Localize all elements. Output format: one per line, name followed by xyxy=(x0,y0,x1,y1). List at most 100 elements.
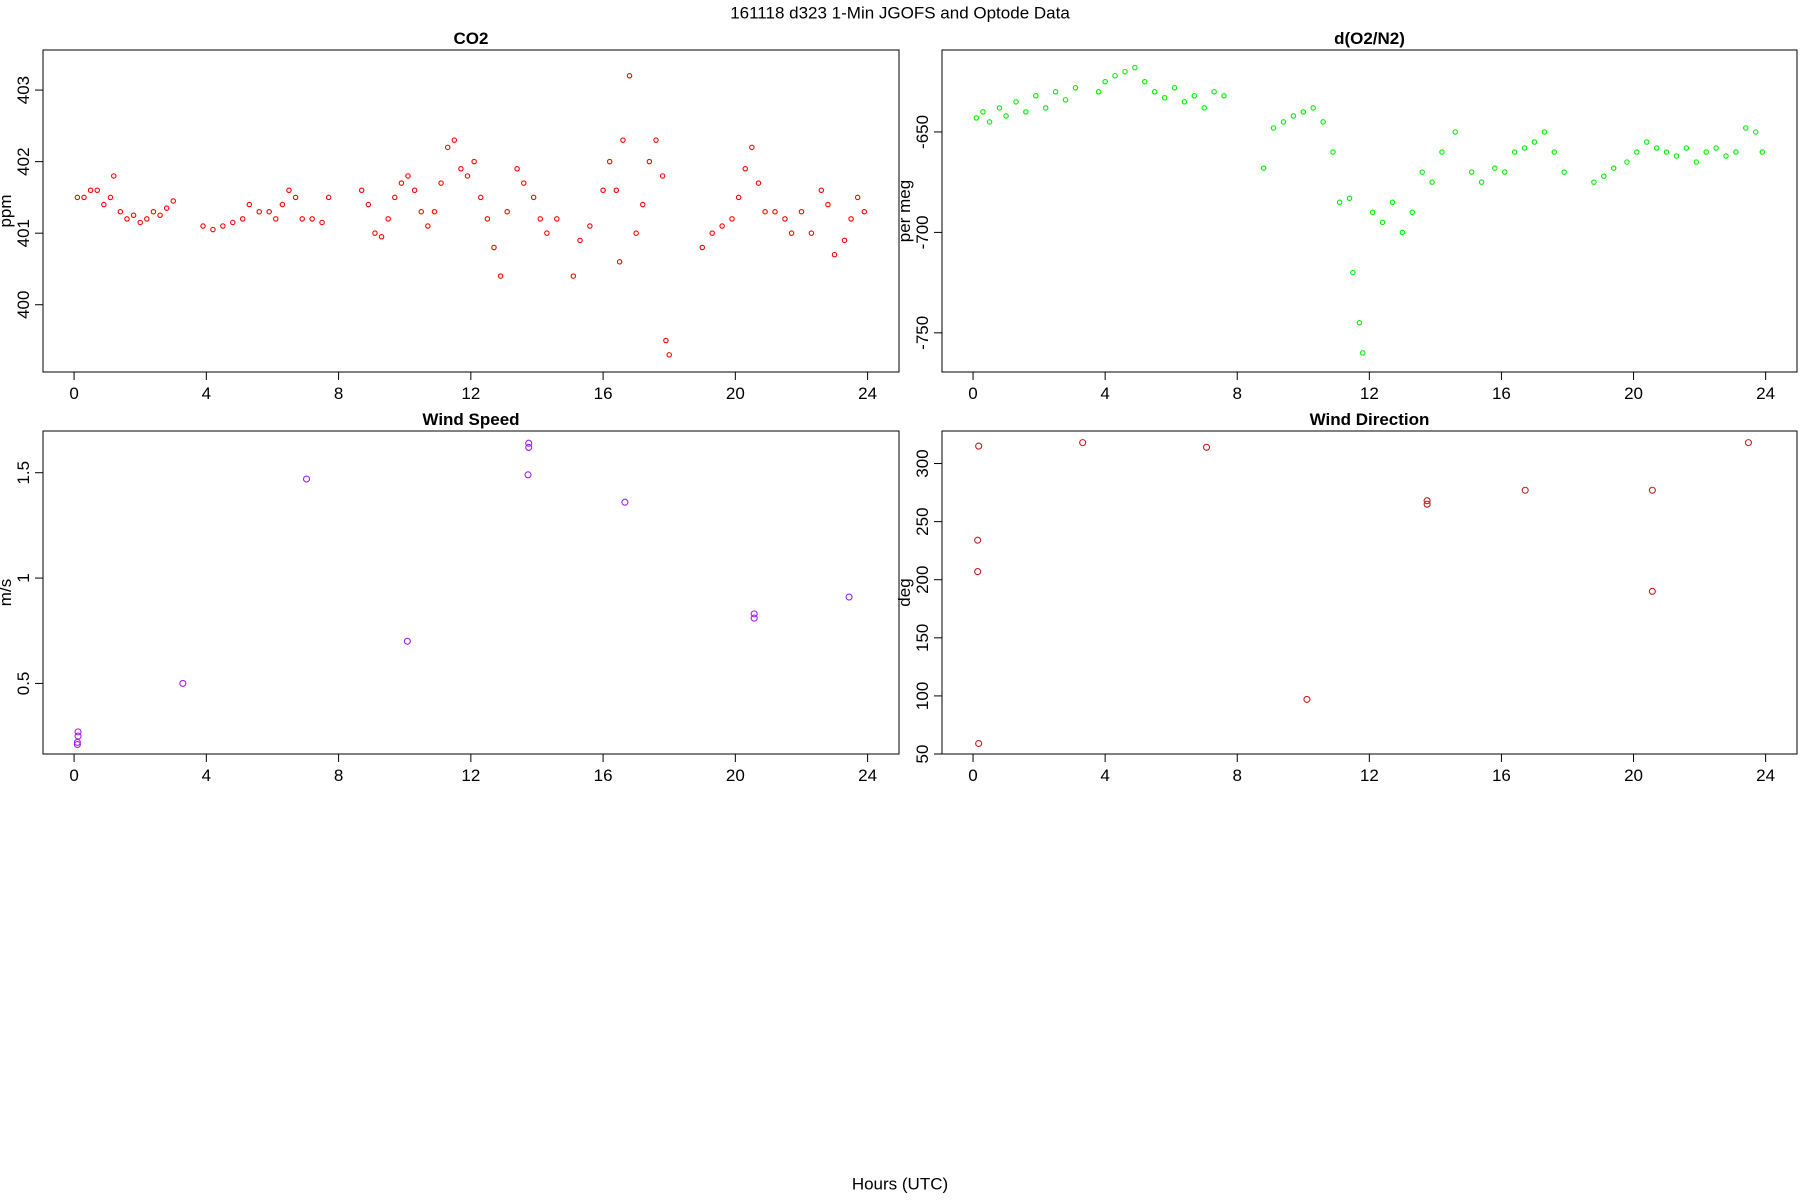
data-point xyxy=(1531,139,1538,145)
data-point xyxy=(1369,209,1376,216)
data-point xyxy=(1211,89,1217,95)
data-point xyxy=(1052,89,1059,95)
data-point xyxy=(124,216,130,222)
data-point xyxy=(302,475,311,483)
data-point xyxy=(1320,119,1326,125)
plot-frame xyxy=(941,49,1798,373)
data-point xyxy=(861,208,868,215)
data-point xyxy=(130,212,137,219)
data-point xyxy=(392,194,398,201)
data-point xyxy=(1693,159,1700,165)
data-point xyxy=(372,230,378,236)
y-tick-label: 300 xyxy=(913,449,932,477)
data-point xyxy=(621,498,629,506)
x-tick-label: 24 xyxy=(1756,384,1775,403)
panel-title: d(O2/N2) xyxy=(1334,29,1405,48)
x-tick-label: 0 xyxy=(69,384,78,403)
data-point xyxy=(1478,179,1485,185)
data-point xyxy=(646,158,653,165)
data-point xyxy=(1744,439,1753,447)
data-point xyxy=(659,173,666,179)
data-point xyxy=(841,237,848,244)
x-tick-label: 20 xyxy=(726,384,745,403)
data-point xyxy=(606,158,613,165)
data-point xyxy=(425,223,431,229)
data-point xyxy=(478,194,484,201)
data-point xyxy=(405,173,411,179)
data-point xyxy=(1521,145,1528,151)
y-axis-label: deg xyxy=(895,578,914,606)
data-point xyxy=(179,679,187,687)
data-point xyxy=(1624,159,1630,165)
data-point xyxy=(1663,149,1670,155)
data-point xyxy=(1423,500,1431,508)
data-point xyxy=(520,180,527,186)
y-axis-label: per meg xyxy=(895,180,914,242)
data-point xyxy=(1468,169,1475,175)
data-point xyxy=(1713,145,1719,151)
x-tick-label: 16 xyxy=(594,384,613,403)
x-tick-label: 16 xyxy=(594,766,613,785)
data-point xyxy=(504,208,510,215)
y-axis-label: m/s xyxy=(0,579,15,606)
x-tick-label: 8 xyxy=(334,766,343,785)
data-point xyxy=(749,144,755,151)
y-tick-label: -650 xyxy=(913,115,932,149)
y-tick-label: 200 xyxy=(913,566,932,594)
y-tick-label: 50 xyxy=(913,745,932,764)
data-point xyxy=(150,208,157,215)
data-point xyxy=(975,442,983,450)
data-point xyxy=(980,109,986,115)
data-point xyxy=(431,208,438,215)
data-point xyxy=(808,230,815,236)
data-point xyxy=(514,166,520,172)
data-point xyxy=(1303,695,1311,703)
data-point xyxy=(640,201,646,208)
x-tick-label: 8 xyxy=(334,384,343,403)
y-tick-label: -750 xyxy=(913,316,932,350)
data-point xyxy=(1752,129,1759,135)
data-point xyxy=(1419,169,1425,175)
data-point xyxy=(973,115,980,121)
data-point xyxy=(626,73,633,79)
data-point xyxy=(81,194,87,201)
x-tick-label: 12 xyxy=(461,384,480,403)
data-point xyxy=(742,166,749,172)
figure-title: 161118 d323 1-Min JGOFS and Optode Data xyxy=(730,3,1070,22)
data-point xyxy=(403,637,411,645)
y-axis-label: ppm xyxy=(0,194,15,227)
data-point xyxy=(782,216,788,222)
data-point xyxy=(1310,105,1316,111)
data-point xyxy=(230,219,236,226)
data-point xyxy=(1501,169,1508,175)
data-point xyxy=(845,593,853,601)
data-point xyxy=(1142,78,1148,85)
y-tick-label: 250 xyxy=(913,507,932,535)
data-point xyxy=(319,219,325,226)
data-point xyxy=(633,230,639,236)
data-point xyxy=(1356,320,1363,326)
data-point xyxy=(458,166,464,172)
data-point xyxy=(273,216,279,222)
data-point xyxy=(1181,99,1188,105)
data-point xyxy=(750,614,758,622)
y-tick-label: 400 xyxy=(14,291,33,319)
data-point xyxy=(239,216,246,222)
data-point xyxy=(1201,105,1207,111)
data-point xyxy=(365,201,372,208)
data-point xyxy=(1541,129,1548,135)
data-point xyxy=(854,194,861,201)
data-point xyxy=(1653,145,1660,151)
data-point xyxy=(74,732,82,740)
data-point xyxy=(1095,89,1102,95)
y-tick-label: 1.5 xyxy=(14,461,33,485)
data-point xyxy=(464,173,471,179)
data-point xyxy=(818,187,825,193)
x-tick-label: 20 xyxy=(726,766,745,785)
data-point xyxy=(1336,199,1343,206)
data-point xyxy=(101,201,107,208)
data-point xyxy=(111,173,117,179)
x-tick-label: 8 xyxy=(1233,766,1242,785)
x-tick-label: 20 xyxy=(1624,766,1643,785)
